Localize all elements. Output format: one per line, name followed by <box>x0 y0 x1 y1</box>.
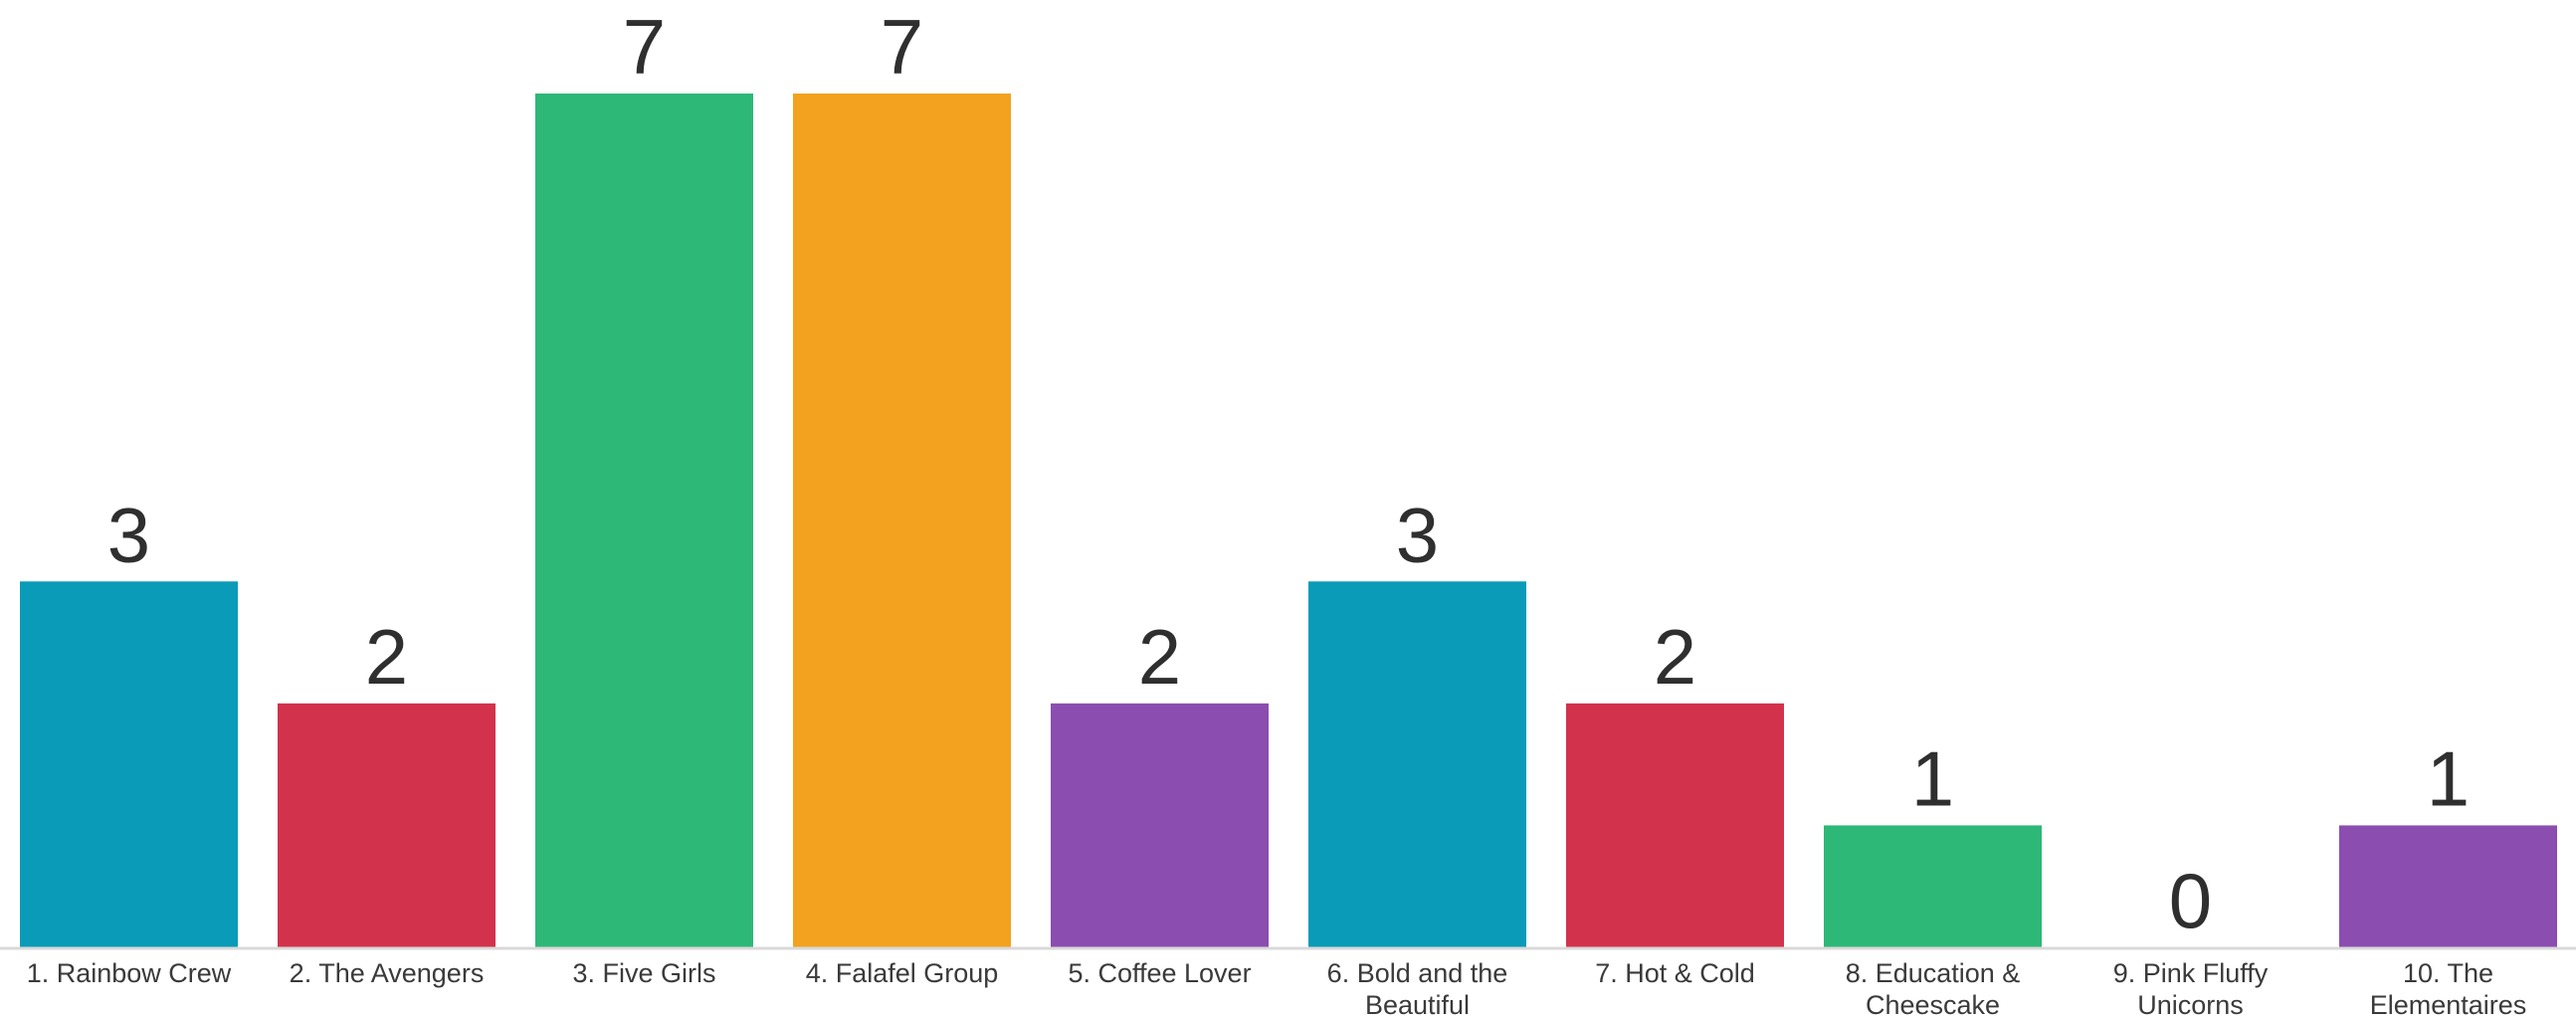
value-label-2: 2 <box>365 613 408 701</box>
value-label-7: 2 <box>1654 613 1696 701</box>
x-tick-label-line: 8. Education & <box>1846 958 2021 988</box>
value-label-10: 1 <box>2427 734 2470 822</box>
bar-1 <box>20 581 238 947</box>
value-label-3: 7 <box>623 3 666 91</box>
bar-7 <box>1566 703 1784 947</box>
value-label-6: 3 <box>1396 491 1439 578</box>
x-tick-label-line: 1. Rainbow Crew <box>27 958 232 988</box>
x-tick-labels-group: 1. Rainbow Crew 2. The Avengers 3. Five Gi… <box>27 958 2527 1020</box>
x-tick-label-5: 5. Coffee Lover <box>1068 958 1251 988</box>
bar-2 <box>278 703 495 947</box>
x-tick-label-6: 6. Bold and the Beautiful <box>1327 958 1508 1020</box>
bar-8 <box>1824 825 2042 947</box>
x-tick-label-line: Cheescake <box>1866 990 2000 1020</box>
x-tick-label-2: 2. The Avengers <box>290 958 485 988</box>
x-tick-label-line: 9. Pink Fluffy <box>2113 958 2269 988</box>
x-tick-label-9: 9. Pink Fluffy Unicorns <box>2113 958 2269 1020</box>
x-tick-label-line: 6. Bold and the <box>1327 958 1508 988</box>
x-tick-label-7: 7. Hot & Cold <box>1595 958 1755 988</box>
x-tick-label-line: 7. Hot & Cold <box>1595 958 1755 988</box>
value-labels-group: 3 2 7 7 2 3 2 1 0 1 <box>107 3 2470 944</box>
bar-4 <box>793 94 1011 947</box>
x-tick-label-line: Beautiful <box>1365 990 1470 1020</box>
x-tick-label-3: 3. Five Girls <box>572 958 715 988</box>
x-tick-label-1: 1. Rainbow Crew <box>27 958 232 988</box>
x-tick-label-4: 4. Falafel Group <box>806 958 999 988</box>
x-tick-label-line: Unicorns <box>2137 990 2244 1020</box>
x-tick-label-10: 10. The Elementaires <box>2370 958 2527 1020</box>
x-tick-label-line: 10. The <box>2403 958 2493 988</box>
value-label-9: 0 <box>2169 857 2212 944</box>
bar-6 <box>1308 581 1526 947</box>
x-tick-label-line: 4. Falafel Group <box>806 958 999 988</box>
x-tick-label-line: 5. Coffee Lover <box>1068 958 1251 988</box>
x-tick-label-line: 3. Five Girls <box>572 958 715 988</box>
value-label-5: 2 <box>1138 613 1181 701</box>
value-label-4: 7 <box>881 3 923 91</box>
bar-5 <box>1051 703 1269 947</box>
bars-group <box>20 94 2557 947</box>
x-tick-label-8: 8. Education & Cheescake <box>1846 958 2021 1020</box>
value-label-8: 1 <box>1911 734 1954 822</box>
value-label-1: 3 <box>107 491 150 578</box>
x-tick-label-line: Elementaires <box>2370 990 2527 1020</box>
x-tick-label-line: 2. The Avengers <box>290 958 485 988</box>
bar-3 <box>535 94 753 947</box>
bar-10 <box>2339 825 2557 947</box>
